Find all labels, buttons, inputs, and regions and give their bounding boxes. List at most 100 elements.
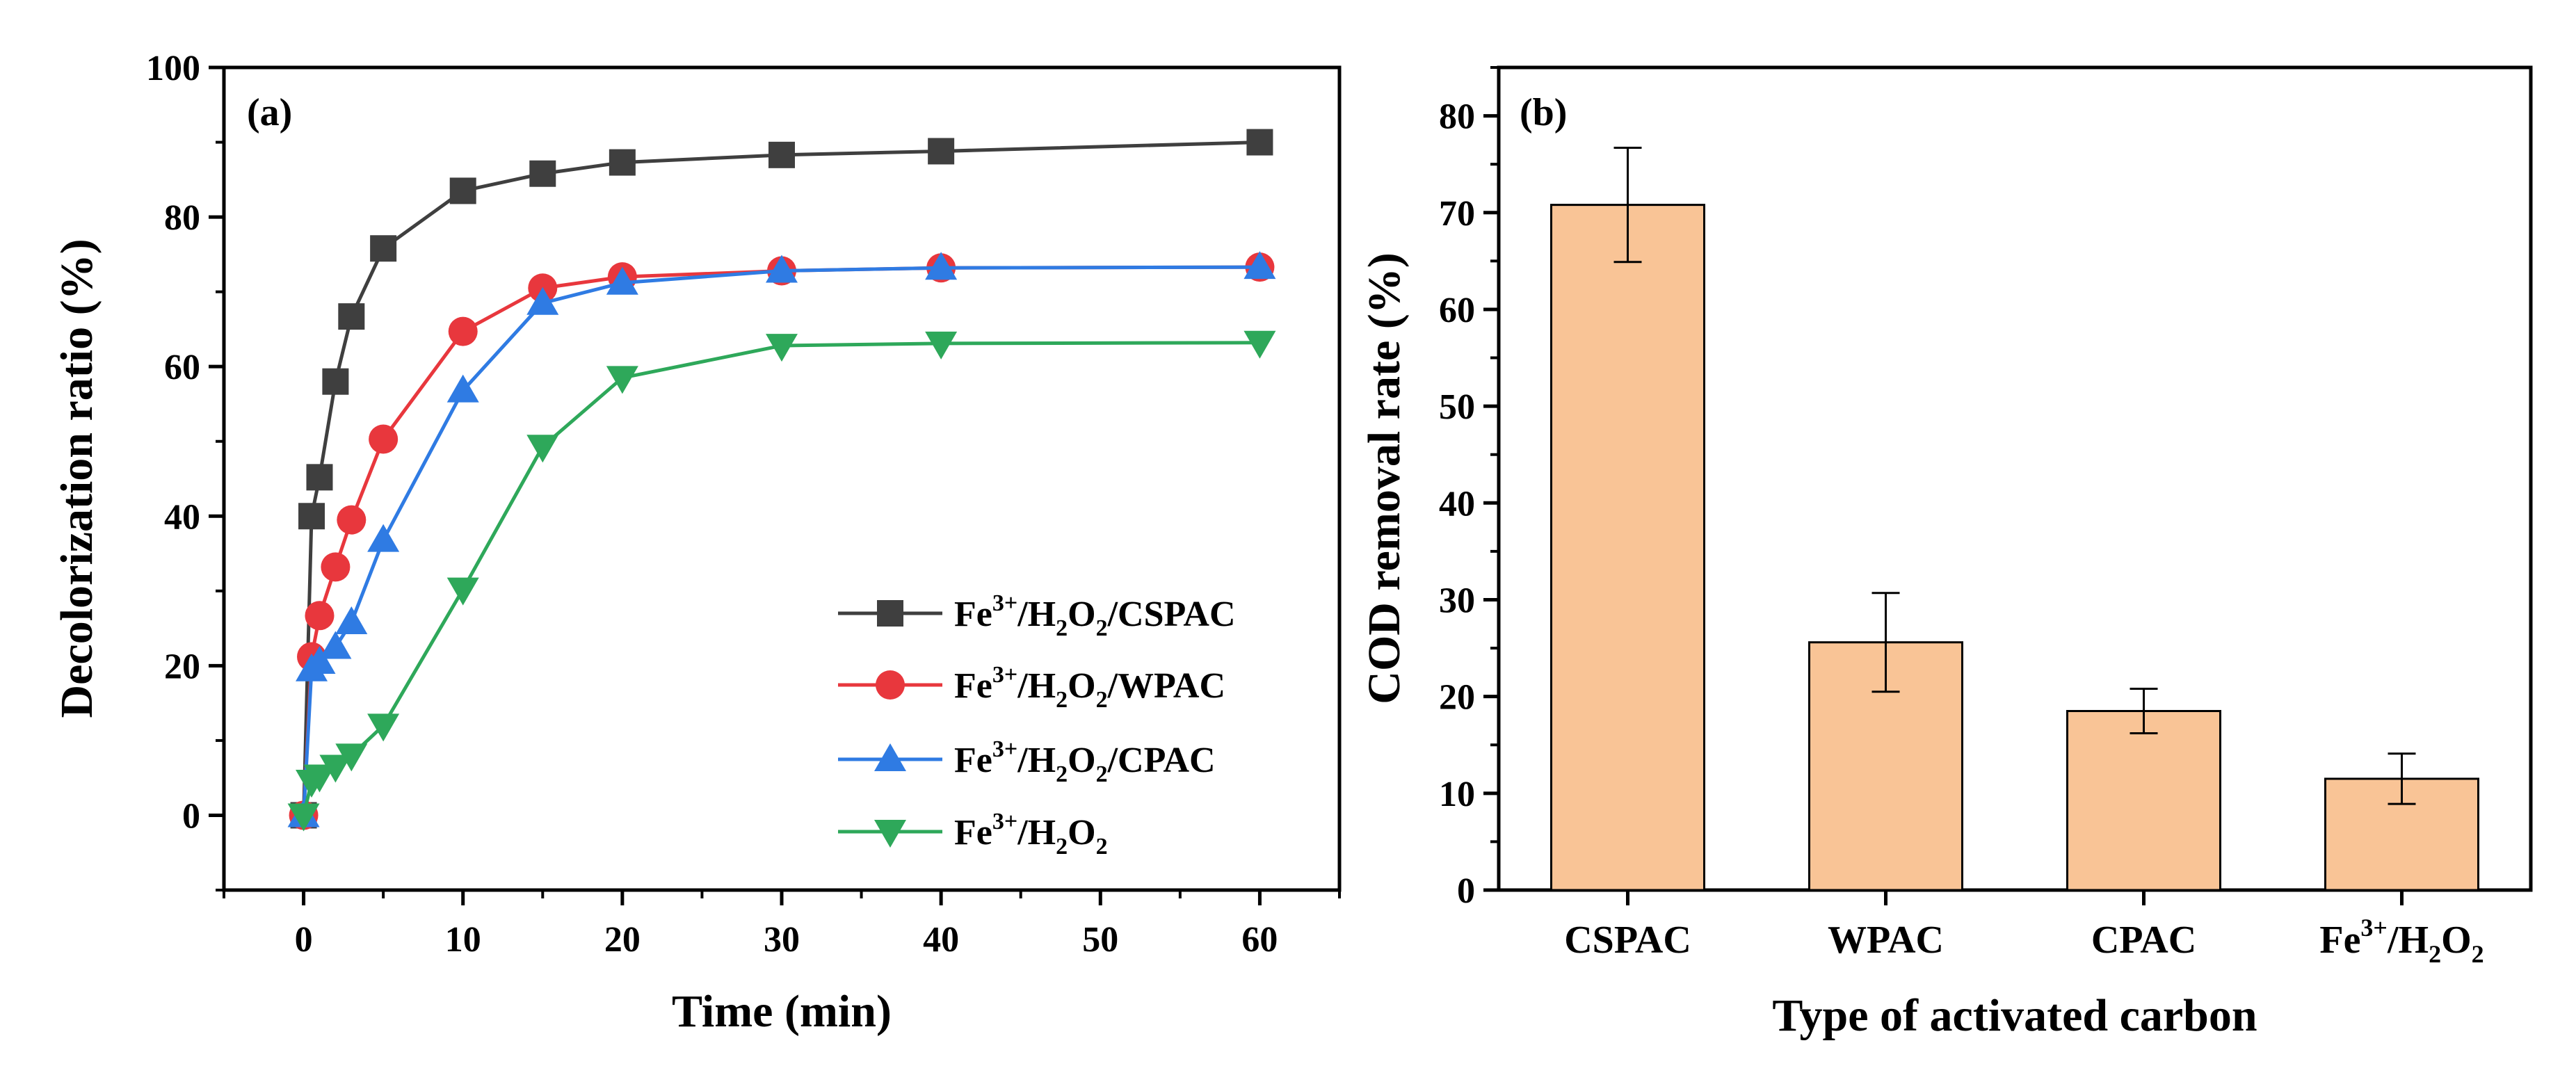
panel-a-line-chart: 0 10 20 30 40 50 60 0 20 40 60 80 100 (a) Time (min)… <box>51 49 1342 1037</box>
y-tick-label-100: 100 <box>146 49 200 88</box>
legend-item-fenton: Fe3+/H2O2 <box>838 809 1108 859</box>
panel-a-tick-labels: 0 10 20 30 40 50 60 0 20 40 60 80 100 <box>146 49 1278 960</box>
legend-marker-shape-fe3-h2o2-cspac <box>877 600 903 627</box>
x-tick-label-0: 0 <box>295 920 313 960</box>
data-point-fe3-h2o2-wpac <box>337 505 367 535</box>
series-line-fe3-h2o2-cspac <box>302 140 1260 816</box>
y-tick-label-20: 20 <box>1439 678 1475 718</box>
data-point-fe3-h2o2-cspac <box>768 141 795 168</box>
y-tick-label-0: 0 <box>182 796 200 836</box>
panel-a-legend: Fe3+/H2O2/CSPAC Fe3+/H2O2/WPAC Fe3+/H2O2… <box>838 590 1236 859</box>
data-point-fe3-h2o2 <box>606 366 638 394</box>
series-fe3-h2o2-cpac <box>287 251 1276 827</box>
panel-b-bar-chart: 0 10 20 30 40 50 60 70 80 (b) CSPAC WPAC CPAC Fe… <box>1359 65 2533 1041</box>
y-tick-label-30: 30 <box>1439 581 1475 620</box>
series-fe3-h2o2 <box>287 330 1276 832</box>
y-tick-label-80: 80 <box>164 198 200 238</box>
legend-label-cpac: Fe3+/H2O2/CPAC <box>954 736 1216 787</box>
bar-cspac <box>1550 204 1705 891</box>
legend-label-wpac: Fe3+/H2O2/WPAC <box>954 662 1225 713</box>
x-tick-label-50: 50 <box>1082 920 1118 960</box>
data-point-fe3-h2o2-cpac <box>367 524 400 552</box>
panel-b-plot-frame <box>1497 65 2533 892</box>
data-point-fe3-h2o2-cpac <box>925 252 958 280</box>
data-point-fe3-h2o2-cpac <box>766 255 798 283</box>
x-tick-label-40: 40 <box>923 920 959 960</box>
data-point-fe3-h2o2-cpac <box>446 374 479 403</box>
data-point-fe3-h2o2-cpac <box>303 645 336 674</box>
y-tick-label-40: 40 <box>164 497 200 537</box>
x-tick-label-30: 30 <box>764 920 800 960</box>
data-point-fe3-h2o2 <box>925 331 958 360</box>
panel-b-bars <box>1550 204 2479 891</box>
data-point-fe3-h2o2 <box>335 743 368 772</box>
panel-a-ticks <box>209 65 1341 905</box>
data-point-fe3-h2o2 <box>319 754 352 783</box>
data-point-fe3-h2o2 <box>766 334 798 362</box>
legend-marker-cspac <box>877 600 903 627</box>
data-point-fe3-h2o2-cpac <box>319 631 352 659</box>
category-label-cspac: CSPAC <box>1564 919 1691 962</box>
category-label-fenton: Fe3+/H2O2 <box>2319 914 2484 968</box>
x-tick-label-60: 60 <box>1241 920 1278 960</box>
panel-b-error-bars <box>1613 147 2416 805</box>
panel-b-ticks <box>1483 66 2404 905</box>
panel-b-x-axis-title: Type of activated carbon <box>1772 990 2257 1041</box>
legend-marker-shape-fe3-h2o2 <box>874 820 906 848</box>
y-tick-label-70: 70 <box>1439 194 1475 234</box>
data-point-fe3-h2o2 <box>287 803 320 832</box>
x-tick-label-10: 10 <box>445 920 481 960</box>
legend-item-cpac: Fe3+/H2O2/CPAC <box>838 736 1216 787</box>
data-point-fe3-h2o2-cspac <box>1246 129 1273 156</box>
data-point-fe3-h2o2-cspac <box>298 503 325 530</box>
legend-marker-fenton <box>874 820 906 848</box>
data-point-fe3-h2o2-cspac <box>370 235 397 262</box>
data-point-fe3-h2o2 <box>1243 330 1276 359</box>
data-point-fe3-h2o2-cpac <box>526 286 559 315</box>
data-point-fe3-h2o2 <box>446 577 479 606</box>
y-tick-label-60: 60 <box>1439 291 1475 330</box>
y-tick-label-40: 40 <box>1439 484 1475 524</box>
series-fe3-h2o2-cspac <box>290 129 1273 829</box>
data-point-fe3-h2o2-cspac <box>449 177 476 204</box>
data-point-fe3-h2o2-cpac <box>335 606 368 634</box>
panel-b-label: (b) <box>1520 91 1567 134</box>
panel-a-y-axis-title: Decolorization ratio (%) <box>51 239 102 718</box>
data-point-fe3-h2o2-cpac <box>1243 251 1276 280</box>
data-point-fe3-h2o2-wpac <box>448 316 478 346</box>
y-tick-label-80: 80 <box>1439 97 1475 137</box>
data-point-fe3-h2o2 <box>526 435 559 463</box>
legend-marker-shape-fe3-h2o2-wpac <box>876 670 905 700</box>
panel-a-label: (a) <box>247 91 292 134</box>
data-point-fe3-h2o2-cspac <box>928 138 955 165</box>
data-point-fe3-h2o2-cpac <box>606 266 638 295</box>
data-point-fe3-h2o2-wpac <box>321 552 351 582</box>
y-tick-label-20: 20 <box>164 647 200 686</box>
legend-item-wpac: Fe3+/H2O2/WPAC <box>838 662 1225 713</box>
panel-b-y-axis-title: COD removal rate (%) <box>1359 252 1410 704</box>
legend-label-cspac: Fe3+/H2O2/CSPAC <box>954 590 1236 641</box>
panel-a-x-axis-title: Time (min) <box>672 986 892 1037</box>
data-point-fe3-h2o2-cspac <box>322 368 349 395</box>
legend-item-cspac: Fe3+/H2O2/CSPAC <box>838 590 1236 641</box>
data-point-fe3-h2o2-wpac <box>369 424 399 454</box>
panel-b-tick-labels: 0 10 20 30 40 50 60 70 80 <box>1439 97 1475 911</box>
legend-marker-wpac <box>876 670 905 700</box>
legend-marker-shape-fe3-h2o2-cpac <box>874 743 906 771</box>
data-point-fe3-h2o2 <box>303 764 336 793</box>
y-tick-label-60: 60 <box>164 348 200 387</box>
x-tick-label-20: 20 <box>604 920 641 960</box>
legend-marker-cpac <box>874 743 906 771</box>
bar-cpac <box>2066 710 2221 891</box>
panel-a-series <box>287 129 1276 832</box>
data-point-fe3-h2o2-cspac <box>306 464 333 491</box>
data-point-fe3-h2o2 <box>367 713 400 742</box>
y-tick-label-0: 0 <box>1457 871 1475 911</box>
data-point-fe3-h2o2-wpac <box>305 601 335 631</box>
data-point-fe3-h2o2-cspac <box>529 160 556 187</box>
data-point-fe3-h2o2-cspac <box>338 303 365 330</box>
legend-label-fenton: Fe3+/H2O2 <box>954 809 1108 859</box>
data-point-fe3-h2o2-cspac <box>609 149 636 176</box>
y-tick-label-50: 50 <box>1439 387 1475 427</box>
